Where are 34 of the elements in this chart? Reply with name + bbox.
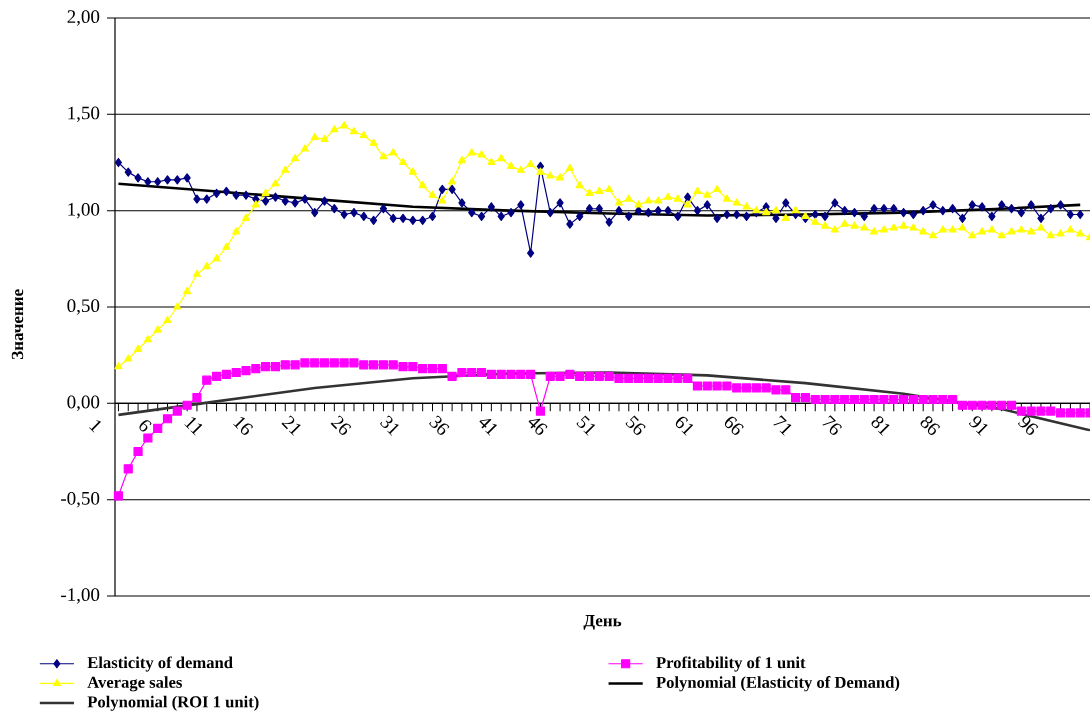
y-tick-label: 0,00 — [67, 395, 100, 412]
legend-label: Elasticity of demand — [87, 656, 233, 672]
x-tick-label: 61 — [675, 416, 694, 436]
legend-label: Polynomial (ROI 1 unit) — [87, 695, 259, 711]
x-tick-label: 1 — [89, 420, 102, 433]
x-tick-label: 81 — [871, 416, 890, 436]
legend-label: Average sales — [87, 676, 182, 692]
y-axis-title: Значение — [11, 289, 24, 359]
x-tick-label: 76 — [822, 415, 842, 435]
x-tick-label: 71 — [773, 415, 792, 436]
x-tick-label: 21 — [281, 415, 301, 436]
x-tick-label: 56 — [625, 415, 646, 435]
y-tick-label: -1,00 — [61, 588, 100, 604]
x-axis-title: День — [583, 615, 622, 630]
y-tick-label: -0,50 — [61, 491, 100, 508]
x-tick-label: 16 — [233, 416, 254, 435]
y-tick-label: 2,00 — [67, 10, 100, 26]
x-tick-label: 6 — [139, 420, 152, 432]
x-tick-label: 86 — [920, 416, 941, 435]
x-tick-label: 36 — [429, 415, 450, 435]
legend-label: Polynomial (Elasticity of Demand) — [656, 676, 900, 692]
y-tick-label: 1,50 — [68, 106, 100, 123]
legend-label: Profitability of 1 unit — [656, 656, 806, 672]
x-tick-label: 11 — [184, 417, 203, 436]
y-tick-label: 1,00 — [68, 202, 100, 219]
x-tick-label: 91 — [968, 416, 988, 436]
x-tick-label: 41 — [479, 418, 497, 436]
x-tick-label: 66 — [724, 416, 744, 435]
x-tick-label: 46 — [528, 418, 548, 435]
x-tick-label: 96 — [1017, 416, 1039, 435]
x-tick-label: 31 — [380, 415, 399, 436]
y-tick-label: 0,50 — [67, 299, 100, 315]
x-tick-label: 26 — [330, 415, 352, 435]
x-tick-label: 51 — [576, 415, 596, 436]
